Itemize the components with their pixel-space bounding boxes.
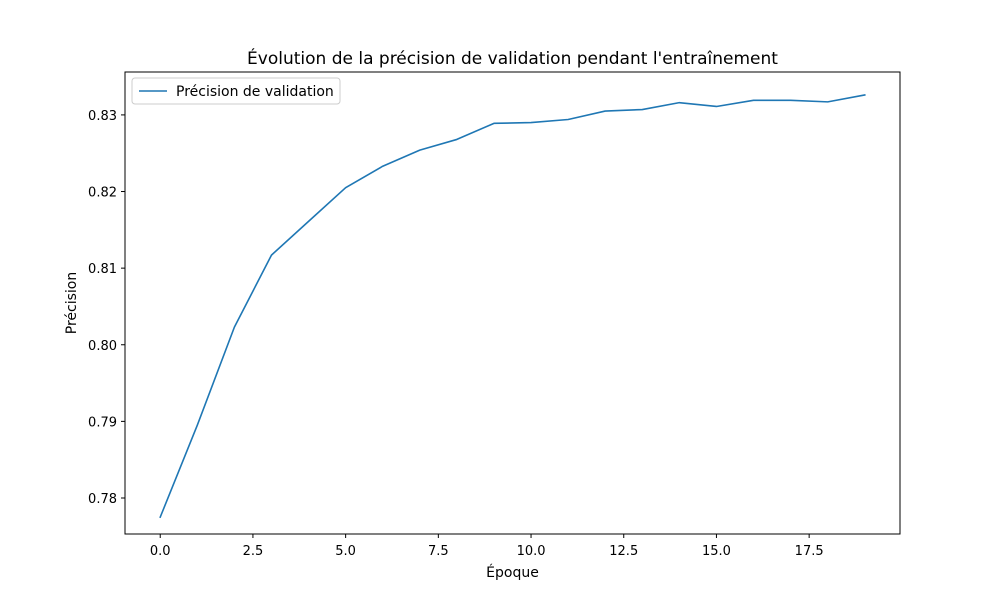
- y-tick-label: 0.82: [88, 186, 117, 201]
- y-tick-label: 0.79: [88, 415, 117, 430]
- x-tick-label: 15.0: [702, 544, 731, 559]
- plot-frame: [124, 71, 901, 535]
- x-axis-ticks: 0.0 2.5 5.0 7.5 10.0 12.5 15.0 17.5: [150, 534, 824, 559]
- chart-title: Évolution de la précision de validation …: [247, 47, 778, 69]
- legend-box: [131, 77, 341, 105]
- series-line-precision-validation: [159, 94, 866, 519]
- y-axis-ticks: 0.78 0.79 0.80 0.81 0.82 0.83: [88, 109, 125, 507]
- x-tick-label: 12.5: [609, 544, 638, 559]
- y-tick-label: 0.80: [88, 339, 117, 354]
- y-axis-label: Précision: [64, 272, 80, 334]
- plot-area: [125, 72, 900, 534]
- x-axis-label: Époque: [486, 564, 539, 581]
- x-tick-label: 17.5: [795, 544, 824, 559]
- x-tick-label: 2.5: [243, 544, 264, 559]
- y-tick-label: 0.83: [88, 109, 117, 124]
- x-tick-label: 5.0: [335, 544, 356, 559]
- x-tick-label: 10.0: [517, 544, 546, 559]
- legend: Précision de validation: [131, 77, 341, 105]
- x-tick-label: 0.0: [150, 544, 171, 559]
- y-tick-label: 0.81: [88, 262, 117, 277]
- legend-label: Précision de validation: [176, 84, 334, 100]
- y-tick-label: 0.78: [88, 492, 117, 507]
- series-layer: [159, 94, 866, 519]
- x-tick-label: 7.5: [428, 544, 449, 559]
